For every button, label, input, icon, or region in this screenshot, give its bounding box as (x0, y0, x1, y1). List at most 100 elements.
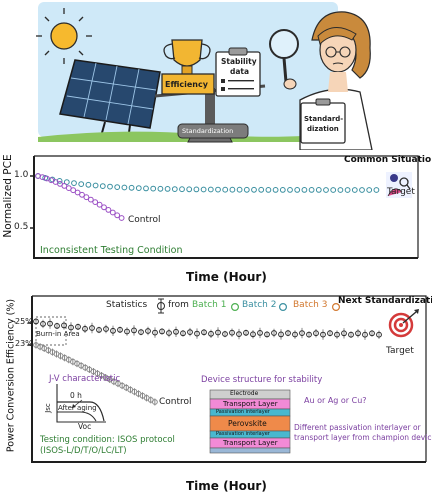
target-point (229, 329, 235, 336)
target-icon (388, 309, 419, 338)
target-point (236, 186, 243, 193)
legend-batch1: Batch 1 (192, 300, 227, 310)
standardization-board (300, 102, 346, 144)
target-point (201, 329, 207, 336)
panel-common-situations: Common Situations 1.0 0.5 Target Control… (0, 148, 432, 290)
layer-substrate (209, 447, 291, 454)
target-point (75, 323, 81, 330)
passivation-note-2: transport layer from champion device? (294, 433, 432, 442)
errorbar-legend-icon (157, 298, 165, 314)
target-point (152, 329, 158, 336)
batch2-marker-icon (279, 303, 288, 312)
testing-condition-1: Testing condition: ISOS protocol (40, 435, 175, 445)
jv-0h: 0 h (70, 391, 82, 400)
testing-condition-2: (ISOS-L/D/T/O/LC/LT) (40, 446, 127, 456)
target-point (271, 330, 277, 336)
target-point (243, 329, 249, 336)
panel2-tick-23: 23% (15, 339, 33, 348)
target-point (323, 187, 329, 193)
control-point (83, 194, 90, 201)
target-point (150, 185, 157, 192)
target-point (355, 330, 361, 337)
target-point (362, 331, 368, 338)
target-point (222, 331, 228, 337)
target-point (308, 187, 315, 193)
target-point (265, 187, 272, 193)
control-point (96, 201, 103, 208)
control-point (105, 207, 112, 213)
target-point (285, 330, 291, 336)
layer-passivation-top-label: Passivation interlayer (216, 409, 270, 415)
target-point (82, 325, 88, 332)
control-point (87, 196, 94, 203)
panel1-tick-1-0: 1.0 (14, 170, 29, 180)
panel1-target-label: Target (387, 187, 415, 197)
electrode-note: Au or Ag or Cu? (304, 396, 367, 405)
target-point (334, 331, 340, 338)
control-point (65, 185, 72, 191)
legend-batch2: Batch 2 (242, 300, 277, 310)
board-label-2: dization (307, 125, 339, 133)
target-point (366, 187, 373, 193)
burn-in-box (35, 316, 67, 346)
target-point (250, 331, 256, 338)
target-point (251, 186, 257, 193)
target-point (337, 187, 344, 193)
target-point (89, 325, 95, 331)
target-point (215, 329, 221, 336)
panel2-title: Next Standardization (338, 296, 432, 306)
target-point (373, 187, 380, 193)
target-point (56, 178, 63, 184)
target-point (222, 186, 229, 193)
magnifier-icon (269, 29, 299, 90)
passivation-note-1: Different passivation interlayer or (294, 423, 421, 432)
target-point (330, 187, 337, 193)
target-point (96, 327, 102, 333)
target-point (33, 318, 39, 325)
target-point (145, 328, 151, 334)
target-point (143, 185, 149, 192)
panel-next-standardization: Statistics from Batch 1 Batch 2 Batch 3 … (0, 290, 432, 500)
target-point (157, 185, 164, 192)
target-point (278, 331, 284, 338)
board-label-1: Standard- (304, 115, 344, 123)
panel2-target-label: Target (386, 346, 414, 356)
panel1-control-label: Control (128, 215, 161, 225)
device-title: Device structure for stability (201, 375, 323, 385)
layer-electrode-label: Electrode (230, 390, 259, 397)
target-point (166, 330, 172, 336)
target-point (313, 330, 319, 337)
target-point (207, 186, 214, 193)
target-point (348, 331, 354, 338)
control-point (92, 199, 99, 205)
target-point (68, 324, 74, 331)
balance-label: Standardization (182, 127, 234, 135)
control-point (70, 187, 77, 194)
target-point (40, 321, 46, 327)
panel1-xlabel: Time (Hour) (186, 270, 267, 284)
target-point (215, 186, 221, 193)
target-point (376, 331, 382, 338)
control-point (79, 191, 85, 198)
panel2-from-label: from (168, 300, 189, 310)
target-point (320, 331, 326, 338)
target-point (114, 184, 121, 190)
target-point (236, 331, 242, 337)
target-point (159, 328, 165, 335)
layer-transport-bottom-label: Transport Layer (223, 439, 278, 447)
target-point (344, 187, 351, 193)
target-point (327, 330, 333, 337)
target-point (71, 180, 77, 186)
control-point (114, 212, 121, 219)
target-point (47, 320, 53, 327)
jv-after: After aging (58, 404, 97, 412)
target-point (279, 187, 286, 193)
target-point (257, 330, 263, 336)
jv-jsc: Jsc (43, 403, 52, 413)
control-point (152, 399, 158, 405)
target-point (179, 186, 185, 193)
target-point (117, 326, 123, 333)
jv-title: J-V characteristic (49, 374, 121, 384)
target-point (292, 331, 298, 338)
target-point (103, 326, 109, 332)
